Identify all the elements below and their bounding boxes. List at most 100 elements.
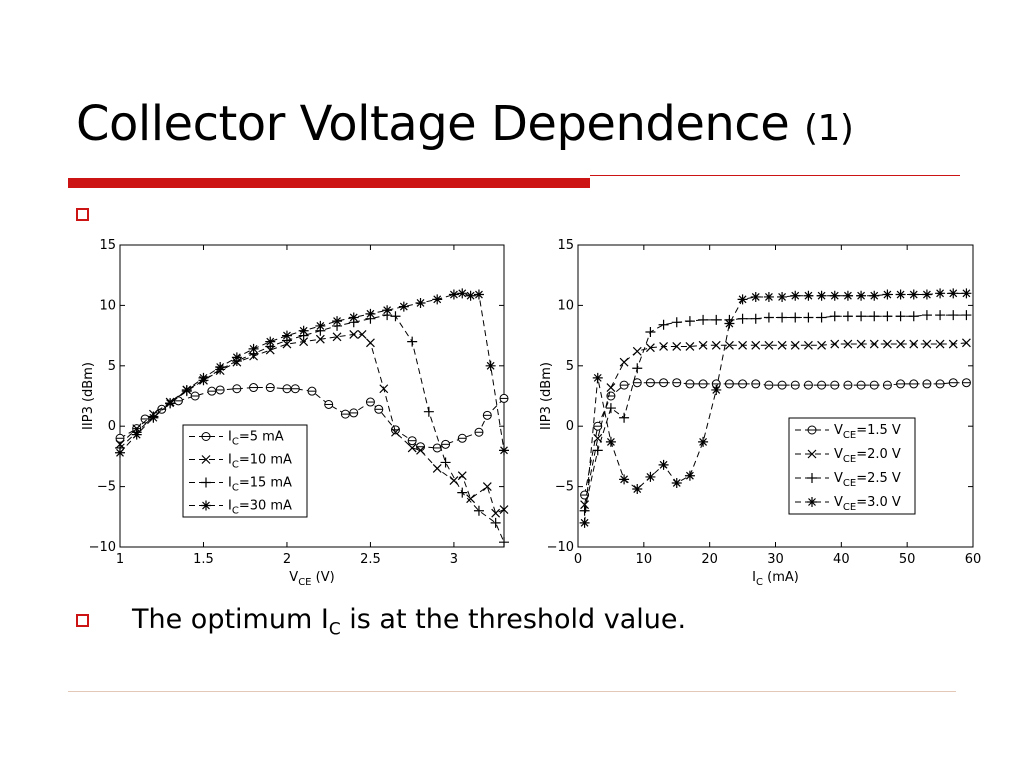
data-point: [473, 505, 484, 516]
y-tick-label: 15: [557, 238, 574, 253]
data-point: [474, 427, 484, 437]
data-point: [803, 312, 814, 323]
data-point: [619, 357, 629, 367]
data-point: [856, 380, 866, 390]
y-tick-label: 15: [99, 238, 116, 253]
data-point: [869, 380, 879, 390]
data-point: [935, 288, 946, 299]
data-point: [115, 447, 125, 458]
series-line: [119, 292, 505, 454]
footer-rule: [68, 691, 956, 692]
series-plus: [579, 310, 972, 516]
data-point: [592, 445, 603, 456]
series-star: [579, 288, 972, 528]
data-point: [485, 360, 496, 371]
data-point: [724, 379, 734, 389]
y-axis-label: IIP3 (dBm): [81, 362, 96, 430]
data-point: [299, 337, 309, 347]
data-point: [282, 384, 292, 394]
x-tick-label: 1: [116, 552, 124, 567]
data-point: [491, 508, 501, 518]
series-line: [584, 314, 967, 511]
data-point: [896, 379, 906, 389]
data-point: [440, 457, 451, 468]
series-line: [119, 333, 505, 514]
x-tick-label: 20: [701, 552, 718, 567]
bullet-text-subscript: C: [328, 619, 341, 640]
data-point: [948, 339, 958, 349]
bullet-square-icon: [76, 614, 89, 627]
x-axis-label: VCE (V): [289, 570, 334, 588]
data-point: [632, 363, 643, 374]
legend-entry: VCE=3.0 V: [834, 495, 901, 513]
data-point: [711, 340, 721, 350]
data-point: [869, 311, 880, 322]
data-point: [315, 320, 326, 331]
data-point: [764, 340, 774, 350]
data-point: [215, 362, 226, 373]
series-line: [119, 387, 505, 449]
series-circle: [580, 378, 971, 500]
data-point: [249, 383, 259, 393]
legend-entry: VCE=1.5 V: [834, 423, 901, 441]
data-point: [215, 385, 225, 395]
data-point: [751, 379, 761, 389]
data-point: [432, 294, 443, 305]
x-axis-label: IC (mA): [752, 570, 799, 588]
y-axis-label: IIP3 (dBm): [539, 362, 554, 430]
data-point: [265, 383, 275, 393]
data-point: [830, 380, 840, 390]
data-point: [856, 290, 867, 301]
data-point: [579, 517, 590, 528]
y-tick-label: 0: [566, 419, 574, 434]
y-tick-label: 10: [557, 298, 574, 313]
data-point: [790, 290, 801, 301]
data-point: [803, 290, 814, 301]
data-point: [830, 339, 840, 349]
data-point: [645, 343, 655, 353]
data-point: [922, 339, 932, 349]
data-point: [842, 290, 853, 301]
legend-entry: IC=10 mA: [228, 453, 292, 471]
data-point: [332, 332, 342, 342]
data-point: [632, 378, 642, 388]
data-point: [499, 537, 509, 548]
data-point: [764, 380, 774, 390]
data-point: [908, 289, 919, 300]
bullet-text-part: The optimum I: [132, 604, 329, 635]
data-point: [882, 380, 892, 390]
data-point: [248, 343, 259, 354]
legend-entry: VCE=2.0 V: [834, 447, 901, 465]
data-point: [750, 291, 761, 302]
data-point: [131, 429, 142, 440]
data-point: [751, 340, 761, 350]
data-point: [207, 386, 217, 396]
data-point: [790, 380, 800, 390]
data-point: [763, 291, 774, 302]
data-point: [777, 312, 788, 323]
data-point: [645, 378, 655, 388]
data-point: [115, 433, 125, 443]
data-point: [457, 433, 467, 443]
data-point: [724, 340, 734, 350]
data-point: [658, 459, 669, 470]
data-point: [790, 340, 800, 350]
data-point: [290, 384, 300, 394]
bullet-text: The optimum IC is at the threshold value…: [132, 604, 686, 639]
data-point: [605, 436, 616, 447]
data-point: [698, 436, 709, 447]
data-point: [869, 339, 879, 349]
y-tick-label: −10: [547, 540, 574, 555]
data-point: [432, 464, 442, 473]
legend-marker: [201, 432, 211, 441]
data-point: [398, 301, 409, 312]
series-plus: [115, 310, 509, 548]
data-point: [499, 393, 509, 403]
data-point: [365, 397, 375, 407]
data-point: [816, 290, 827, 301]
data-point: [465, 290, 476, 301]
data-point: [366, 338, 375, 348]
data-point: [803, 340, 813, 350]
data-point: [457, 288, 468, 299]
